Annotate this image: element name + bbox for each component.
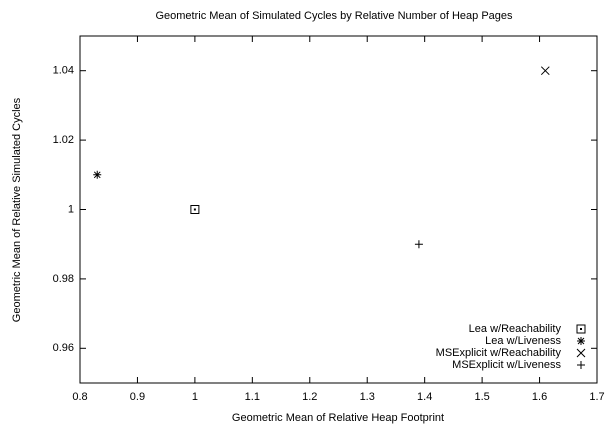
- legend-marker: [576, 324, 586, 334]
- y-tick-label: 1.02: [53, 134, 74, 146]
- x-tick-label: 1.2: [302, 391, 317, 403]
- scatter-point: [93, 170, 102, 179]
- x-tick-label: 1.5: [474, 391, 489, 403]
- legend-marker: [576, 348, 586, 358]
- chart-title: Geometric Mean of Simulated Cycles by Re…: [155, 10, 513, 22]
- x-tick-label: 1.3: [360, 391, 375, 403]
- x-tick-label: 0.9: [130, 391, 145, 403]
- x-tick-label: 1: [192, 391, 198, 403]
- legend-label: Lea w/Reachability: [469, 323, 562, 335]
- x-tick-label: 1.4: [417, 391, 432, 403]
- x-tick-label: 1.6: [532, 391, 547, 403]
- x-tick-label: 1.1: [245, 391, 260, 403]
- y-axis-label: Geometric Mean of Relative Simulated Cyc…: [11, 97, 23, 322]
- x-axis-label: Geometric Mean of Relative Heap Footprin…: [232, 412, 444, 424]
- y-tick-label: 0.98: [53, 273, 74, 285]
- y-tick-label: 0.96: [53, 342, 74, 354]
- scatter-point: [414, 240, 423, 249]
- legend-marker: [577, 337, 585, 345]
- scatter-point: [190, 205, 200, 214]
- legend-label: Lea w/Liveness: [485, 335, 561, 347]
- x-tick-label: 1.7: [589, 391, 604, 403]
- y-tick-label: 1.04: [53, 65, 74, 77]
- x-tick-label: 0.8: [72, 391, 87, 403]
- legend-label: MSExplicit w/Liveness: [452, 359, 561, 371]
- y-tick-label: 1: [68, 203, 74, 215]
- legend-label: MSExplicit w/Reachability: [436, 347, 562, 359]
- legend-marker: [577, 361, 585, 369]
- scatter-point: [540, 66, 550, 76]
